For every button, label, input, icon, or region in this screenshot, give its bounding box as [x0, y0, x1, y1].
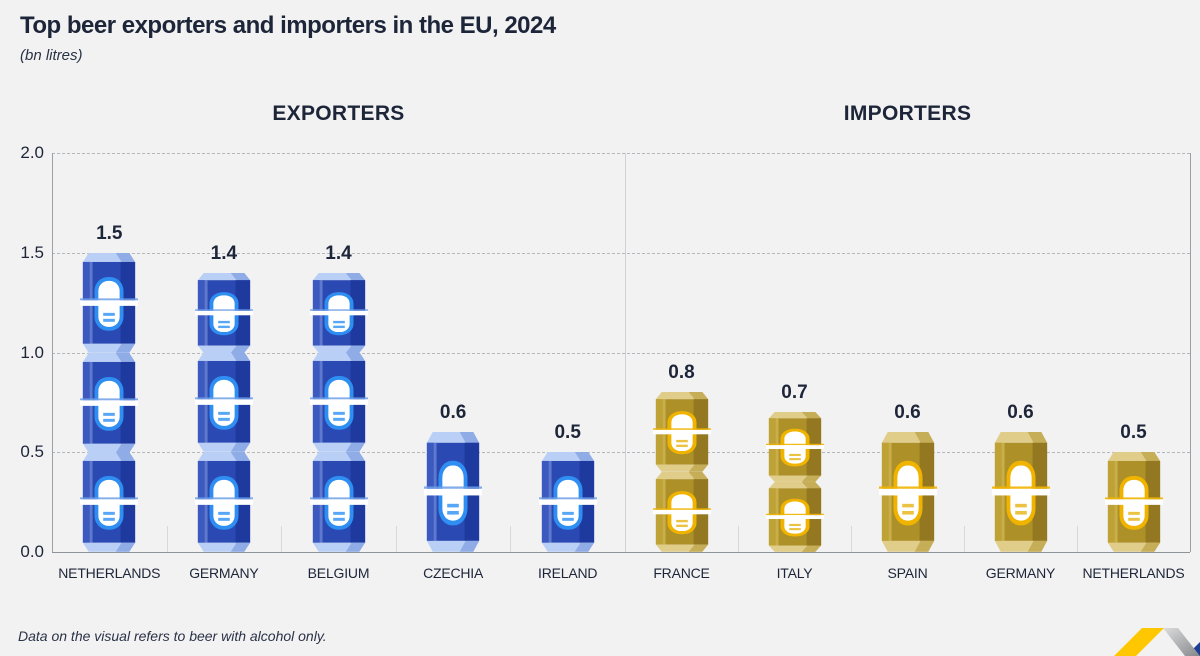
beer-can-gold: [1104, 452, 1163, 552]
bar-importers-france: [652, 392, 711, 552]
y-axis-tick-label: 0.5: [20, 442, 44, 462]
value-label-germany: 0.6: [1007, 402, 1034, 424]
beer-can-blue: [194, 272, 253, 353]
gridline-0.5: [52, 452, 1190, 454]
value-label-italy: 0.7: [781, 382, 808, 404]
category-boundary-tick: [166, 526, 168, 552]
panel-divider-line: [625, 153, 626, 552]
value-label-belgium: 1.4: [325, 242, 352, 264]
category-boundary-tick: [281, 526, 283, 552]
beer-can-blue: [194, 352, 253, 453]
y-axis-tick-label: 0.0: [20, 542, 44, 561]
logo-gray-slope: [1163, 628, 1200, 656]
category-label-netherlands: NETHERLANDS: [1082, 565, 1185, 581]
beer-can-blue: [80, 352, 139, 453]
beer-can-gold: [991, 432, 1050, 552]
beer-can-blue: [194, 452, 253, 552]
beer-can-blue: [309, 272, 368, 353]
category-boundary-tick: [395, 526, 397, 552]
y-axis-tick-label: 1.5: [20, 242, 44, 262]
beer-can-blue: [80, 252, 139, 353]
panel-header-importers: IMPORTERS: [843, 102, 972, 125]
category-label-czechia: CZECHIA: [423, 565, 484, 581]
gridline-1.5: [52, 252, 1190, 254]
beer-can-blue: [80, 452, 139, 552]
chart-subtitle: (bn litres): [20, 47, 83, 64]
logo-yellow-peak: [1114, 628, 1164, 656]
y-axis-line: [52, 153, 53, 552]
beer-can-blue: [309, 352, 368, 453]
chart-footnote: Data on the visual refers to beer with a…: [18, 628, 327, 644]
category-boundary-tick: [1077, 526, 1078, 552]
plot-right-border: [1190, 153, 1191, 552]
value-label-netherlands: 1.5: [96, 222, 123, 244]
chart-title: Top beer exporters and importers in the …: [20, 12, 556, 39]
category-boundary-tick: [851, 526, 852, 552]
bar-importers-spain: [878, 432, 937, 552]
value-label-netherlands: 0.5: [1120, 422, 1147, 444]
gridline-1.0: [52, 352, 1190, 354]
beer-can-gold: [652, 392, 711, 473]
beer-can-gold: [765, 482, 824, 552]
panel-header-exporters: EXPORTERS: [272, 102, 405, 125]
bar-importers-germany: [991, 432, 1050, 552]
value-label-spain: 0.6: [894, 402, 921, 424]
beer-can-gold: [878, 432, 937, 552]
bar-exporters-belgium: [309, 272, 368, 552]
eurostat-logo: [1114, 628, 1200, 656]
beer-can-blue: [424, 432, 483, 552]
bar-importers-italy: [765, 412, 824, 552]
category-boundary-tick: [510, 526, 512, 552]
category-boundary-tick: [738, 526, 739, 552]
beer-can-blue: [309, 452, 368, 552]
category-label-italy: ITALY: [776, 565, 813, 581]
bar-exporters-czechia: [424, 432, 483, 552]
bar-importers-netherlands: [1104, 452, 1163, 552]
bar-exporters-ireland: [538, 452, 597, 552]
gridline-2.0: [52, 153, 1190, 154]
category-label-belgium: BELGIUM: [307, 565, 370, 581]
bar-exporters-netherlands: [80, 252, 139, 552]
beer-can-blue: [538, 452, 597, 552]
category-label-spain: SPAIN: [887, 565, 928, 581]
bar-exporters-germany: [194, 272, 253, 552]
category-label-france: FRANCE: [653, 565, 710, 581]
beer-can-gold: [652, 472, 711, 552]
category-label-germany: GERMANY: [189, 565, 259, 581]
x-axis-baseline: [52, 552, 1190, 553]
category-boundary-tick: [964, 526, 965, 552]
value-label-ireland: 0.5: [554, 422, 581, 444]
y-axis-tick-label: 1.0: [20, 342, 44, 362]
value-label-france: 0.8: [668, 362, 695, 384]
beer-can-gold: [765, 412, 824, 483]
category-label-netherlands: NETHERLANDS: [58, 565, 161, 581]
y-axis-tick-label: 2.0: [20, 143, 44, 162]
value-label-germany: 1.4: [210, 242, 238, 264]
category-label-germany: GERMANY: [985, 565, 1056, 581]
category-label-ireland: IRELAND: [538, 565, 598, 581]
value-label-czechia: 0.6: [439, 402, 467, 424]
